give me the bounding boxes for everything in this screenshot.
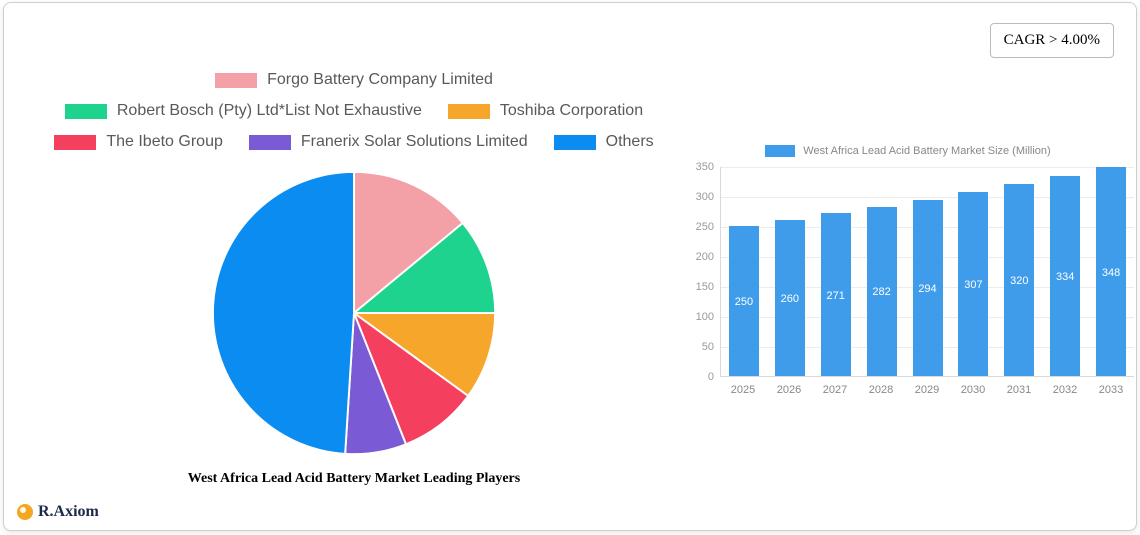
- bar-plot-area: 0 50 100 150 200 250 300 350 250 260 271 282 294 307 3…: [696, 161, 1134, 383]
- bar-column: 250: [721, 167, 767, 376]
- y-tick-label: 0: [707, 371, 714, 383]
- bar-column: 294: [905, 167, 951, 376]
- bars-container: 250 260 271 282 294 307 320 334 348: [721, 167, 1134, 376]
- bar-column: 320: [996, 167, 1042, 376]
- y-tick-label: 250: [695, 221, 714, 233]
- bar-value-label: 294: [918, 282, 937, 295]
- pie-legend-item[interactable]: The Ibeto Group: [54, 133, 223, 151]
- x-tick-label: 2030: [960, 384, 986, 396]
- pie-slice: [353, 170, 465, 316]
- bar-value-label: 260: [780, 293, 799, 305]
- bar-x-axis-labels: 2025 2026 2027 2028 2029 2030 2031 2032 2033: [720, 384, 1134, 396]
- pie-legend-row: Forgo Battery Company Limited: [4, 71, 704, 89]
- x-tick-label: 2025: [730, 384, 756, 396]
- pie-legend: Forgo Battery Company Limited Robert Bosc…: [4, 71, 704, 151]
- legend-swatch: [64, 103, 107, 119]
- pie-legend-item[interactable]: Robert Bosch (Pty) Ltd*List Not Exhausti…: [64, 102, 422, 120]
- pie-legend-item[interactable]: Toshiba Corporation: [447, 102, 644, 120]
- bar-column: 334: [1042, 167, 1088, 376]
- bar-chart-title: West Africa Lead Acid Battery Market Siz…: [803, 145, 1051, 157]
- y-tick-label: 300: [695, 191, 714, 203]
- y-tick-label: 350: [695, 161, 714, 173]
- bar-value-label: 334: [1055, 270, 1075, 283]
- bar-value-label: 320: [1010, 275, 1029, 287]
- pie-chart-title: West Africa Lead Acid Battery Market Lea…: [187, 471, 521, 486]
- x-tick-label: 2031: [1006, 384, 1032, 396]
- y-tick-label: 200: [695, 251, 714, 263]
- bar-chart-section: West Africa Lead Acid Battery Market Siz…: [682, 145, 1134, 396]
- pie-legend-row: The Ibeto Group Franerix Solar Solutions …: [4, 133, 704, 151]
- bar-column: 271: [813, 167, 859, 376]
- pie-slice: [351, 312, 497, 398]
- bar-2027: 271: [820, 213, 851, 376]
- logo-icon: [17, 504, 33, 520]
- pie-legend-item[interactable]: Others: [553, 133, 654, 151]
- y-tick-label: 50: [701, 341, 714, 353]
- legend-swatch: [248, 134, 291, 150]
- legend-label: Others: [605, 133, 654, 150]
- pie-slice: [351, 310, 470, 446]
- legend-label: Toshiba Corporation: [499, 102, 644, 119]
- x-tick-label: 2026: [776, 384, 802, 396]
- legend-label: Franerix Solar Solutions Limited: [300, 133, 528, 150]
- legend-swatch: [54, 134, 97, 150]
- legend-label: Forgo Battery Company Limited: [267, 71, 493, 88]
- pie-chart-section: Forgo Battery Company Limited Robert Bosc…: [4, 71, 704, 487]
- bar-legend-swatch: [765, 145, 796, 157]
- pie-legend-row: Robert Bosch (Pty) Ltd*List Not Exhausti…: [4, 102, 704, 120]
- legend-label: Robert Bosch (Pty) Ltd*List Not Exhausti…: [116, 102, 422, 119]
- y-tick-label: 100: [695, 311, 714, 323]
- gridline: [721, 197, 1134, 198]
- bar-column: 282: [859, 167, 905, 376]
- y-tick-label: 150: [695, 281, 714, 293]
- x-tick-label: 2032: [1052, 384, 1078, 396]
- x-tick-label: 2029: [914, 384, 940, 396]
- report-card: CAGR > 4.00% Forgo Battery Company Limit…: [3, 2, 1137, 531]
- legend-label: The Ibeto Group: [106, 133, 223, 150]
- legend-swatch: [215, 72, 258, 88]
- bar-column: 260: [767, 167, 813, 376]
- logo-text: R.Axiom: [38, 503, 99, 520]
- bar-value-label: 271: [826, 289, 845, 302]
- bar-2028: 282: [866, 206, 897, 376]
- legend-swatch: [553, 134, 596, 150]
- bar-2025: 250: [728, 226, 759, 376]
- bar-value-label: 307: [964, 278, 983, 291]
- x-tick-label: 2033: [1098, 384, 1124, 396]
- pie-slice: [351, 221, 497, 314]
- legend-swatch: [447, 103, 490, 119]
- x-tick-label: 2027: [822, 384, 848, 396]
- gridline: [721, 167, 1134, 168]
- pie-legend-item[interactable]: Franerix Solar Solutions Limited: [248, 133, 528, 151]
- x-tick-label: 2028: [868, 384, 894, 396]
- pie-legend-item[interactable]: Forgo Battery Company Limited: [215, 71, 493, 89]
- bar-2030: 307: [958, 191, 989, 376]
- cagr-badge: CAGR > 4.00%: [989, 23, 1114, 58]
- pie-chart: [212, 170, 497, 456]
- bar-2026: 260: [774, 220, 805, 376]
- bar-chart-legend-item[interactable]: West Africa Lead Acid Battery Market Siz…: [682, 145, 1134, 157]
- bar-2032: 334: [1050, 175, 1081, 376]
- bar-value-label: 348: [1101, 266, 1121, 279]
- bar-column: 307: [950, 167, 996, 376]
- pie-slice: [212, 170, 355, 455]
- bar-2031: 320: [1004, 184, 1035, 376]
- logo: R.Axiom: [17, 503, 99, 521]
- bar-value-label: 250: [734, 296, 754, 308]
- bar-value-label: 282: [872, 286, 891, 299]
- bar-2029: 294: [912, 199, 943, 376]
- bar-2033: 348: [1096, 167, 1127, 376]
- bar-column: 348: [1088, 167, 1134, 376]
